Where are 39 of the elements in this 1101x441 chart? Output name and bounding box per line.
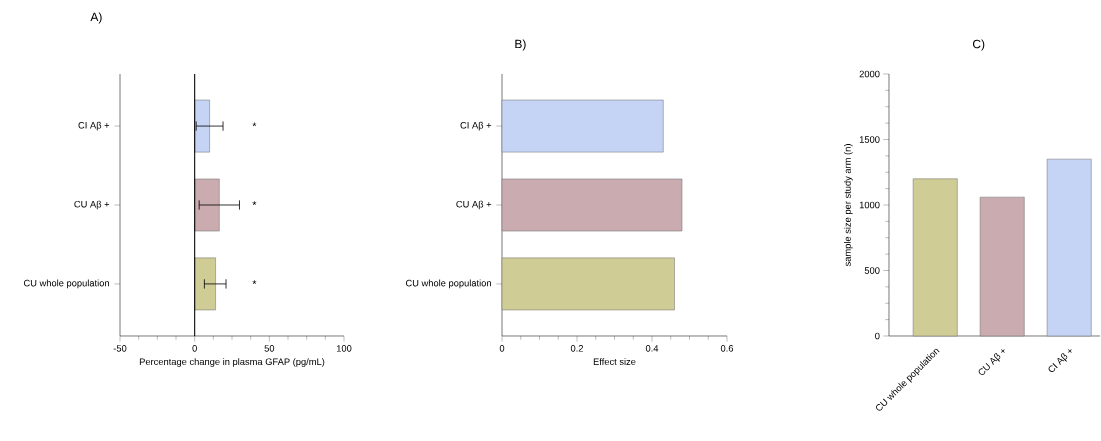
bar [501, 178, 683, 232]
x-tick-label: 100 [336, 345, 352, 352]
y-tick-label: 1000 [859, 201, 880, 209]
bar [912, 178, 958, 337]
bar [194, 99, 210, 153]
x-tick-label: 0 [499, 345, 505, 352]
y-tick-label: 0 [875, 332, 880, 340]
y-tick-label: 500 [864, 267, 880, 274]
x-axis-title: Effect size [593, 358, 636, 365]
annotation: * [252, 122, 257, 127]
y-tick-label: CI Aβ + [78, 121, 110, 131]
y-tick-label: CU whole population [405, 279, 491, 289]
y-tick-label: CI Aβ + [460, 121, 492, 131]
bar [979, 196, 1025, 337]
y-tick-label: CU Aβ + [74, 200, 110, 210]
x-tick-label: 0.6 [720, 345, 734, 352]
bar [501, 257, 675, 311]
y-tick-label: 1500 [859, 136, 880, 143]
x-tick-label: 0.2 [570, 345, 584, 352]
chart-title: A) [90, 12, 102, 24]
chart-title: B) [515, 39, 526, 51]
y-tick-label: CU Aβ + [456, 200, 492, 210]
y-tick-label: 2000 [859, 70, 880, 78]
annotation: * [252, 201, 257, 206]
y-tick-label: CU whole population [23, 279, 109, 289]
y-axis-title: sample size per study arm (n) [843, 144, 853, 267]
x-tick-label: 0.4 [645, 345, 659, 352]
chart-title: C) [972, 39, 985, 51]
x-tick-label: -50 [113, 345, 127, 352]
x-tick-label: CI Aβ + [1048, 349, 1072, 373]
bar [194, 178, 220, 232]
bar [194, 257, 216, 311]
x-axis-title: Percentage change in plasma GFAP (pg/mL) [139, 358, 325, 367]
bar [1046, 158, 1092, 337]
bar [501, 99, 664, 153]
x-tick-label: CU Aβ + [978, 349, 1005, 376]
annotation: * [252, 280, 257, 284]
x-tick-label: 0 [192, 345, 197, 352]
x-tick-label: 50 [264, 345, 275, 352]
